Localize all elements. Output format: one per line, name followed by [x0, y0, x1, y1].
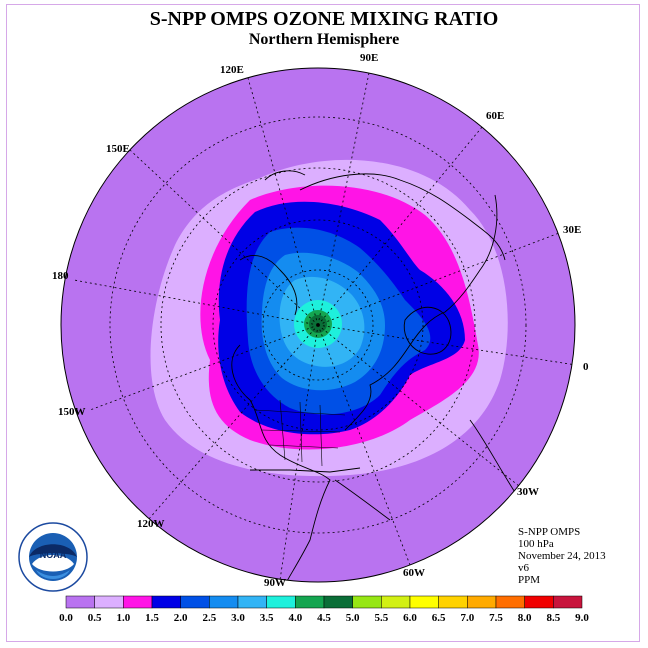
lon-label-120e: 120E — [220, 64, 244, 76]
figure-frame — [6, 4, 640, 642]
map-subtitle: Northern Hemisphere — [248, 31, 400, 48]
lon-label-60w: 60W — [403, 567, 425, 579]
lon-label-120w: 120W — [137, 518, 165, 530]
colorbar-swatch — [123, 595, 153, 609]
lon-label-30e: 30E — [563, 224, 581, 236]
colorbar-swatch — [323, 595, 353, 609]
colorbar-swatch — [180, 595, 210, 609]
colorbar-tick-label: 3.5 — [260, 612, 274, 624]
colorbar-swatch — [352, 595, 382, 609]
map-title: S-NPP OMPS OZONE MIXING RATIO — [149, 8, 499, 30]
colorbar-tick-label: 6.5 — [432, 612, 446, 624]
colorbar-tick-label: 0.0 — [59, 612, 73, 624]
colorbar-swatch — [553, 595, 583, 609]
colorbar-swatch — [467, 595, 497, 609]
lon-label-60e: 60E — [486, 110, 504, 122]
colorbar-tick-label: 1.5 — [145, 612, 159, 624]
lon-label-0: 0 — [583, 361, 589, 373]
colorbar-swatch — [237, 595, 267, 609]
colorbar-tick-label: 9.0 — [575, 612, 589, 624]
colorbar-swatch — [295, 595, 325, 609]
colorbar-swatch — [524, 595, 554, 609]
info-units: PPM — [518, 574, 541, 586]
info-level: 100 hPa — [518, 538, 554, 550]
info-date: November 24, 2013 — [518, 550, 606, 562]
colorbar-tick-label: 4.0 — [288, 612, 302, 624]
info-version: v6 — [518, 562, 529, 574]
colorbar-swatch — [495, 595, 525, 609]
colorbar-swatch — [209, 595, 239, 609]
colorbar-swatch — [266, 595, 296, 609]
colorbar-tick-label: 2.5 — [202, 612, 216, 624]
lon-label-90e: 90E — [360, 52, 378, 64]
map-boundary — [60, 67, 576, 583]
colorbar-tick-label: 7.5 — [489, 612, 503, 624]
colorbar-tick-label: 7.0 — [460, 612, 474, 624]
noaa-logo-icon: NOAA — [18, 522, 88, 592]
political-borders — [254, 399, 346, 467]
info-instrument: S-NPP OMPS — [518, 526, 581, 538]
logo-text: NOAA — [40, 550, 67, 560]
lon-label-90w: 90W — [264, 577, 286, 589]
lon-label-150e: 150E — [106, 143, 130, 155]
colorbar-tick-label: 3.0 — [231, 612, 245, 624]
colorbar-swatch — [438, 595, 468, 609]
graticule — [73, 68, 575, 581]
colorbar-swatch — [65, 595, 95, 609]
lon-label-180: 180 — [52, 270, 69, 282]
lon-label-150w: 150W — [58, 406, 86, 418]
longitude-labels: 90E 60E 30E 0 30W 60W 90W 120W 150W 180 … — [52, 52, 589, 589]
colorbar: 0.0 0.5 1.0 1.5 2.0 2.5 3.0 3.5 4.0 4.5 5.0 5.5 6.0 6… — [59, 595, 589, 624]
colorbar-tick-label: 5.0 — [346, 612, 360, 624]
colorbar-swatch — [151, 595, 181, 609]
colorbar-tick-label: 2.0 — [174, 612, 188, 624]
colorbar-tick-label: 6.0 — [403, 612, 417, 624]
colorbar-tick-label: 8.5 — [546, 612, 560, 624]
colorbar-swatch — [381, 595, 411, 609]
lon-label-30w: 30W — [517, 486, 539, 498]
colorbar-tick-label: 5.5 — [374, 612, 388, 624]
colorbar-tick-label: 4.5 — [317, 612, 331, 624]
colorbar-tick-label: 1.0 — [116, 612, 130, 624]
colorbar-swatch — [409, 595, 439, 609]
colorbar-swatch — [94, 595, 124, 609]
colorbar-tick-label: 8.0 — [518, 612, 532, 624]
colorbar-tick-label: 0.5 — [88, 612, 102, 624]
info-block: S-NPP OMPS 100 hPa November 24, 2013 v6 … — [518, 526, 606, 586]
